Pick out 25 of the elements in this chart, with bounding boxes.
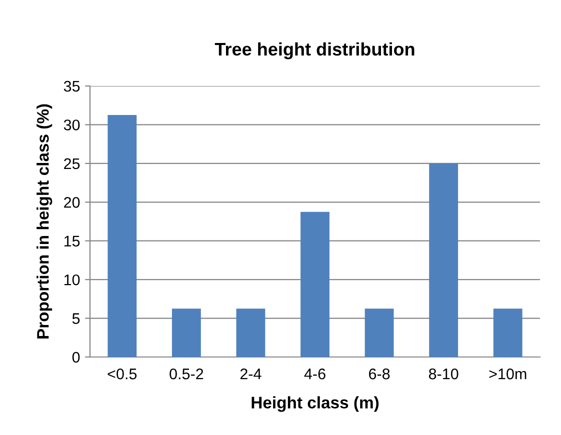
bar — [429, 163, 458, 357]
y-tick-label: 20 — [64, 197, 80, 208]
bar — [172, 308, 201, 357]
y-tick-label: 5 — [72, 313, 80, 324]
x-tick-label: <0.5 — [108, 368, 137, 380]
y-tick-label: 15 — [64, 236, 80, 247]
x-tick-label: >10m — [489, 368, 526, 380]
bar — [236, 308, 266, 357]
y-tick-label: 25 — [64, 158, 80, 170]
x-tick-label: 4-6 — [304, 368, 326, 380]
x-tick-label: 6-8 — [369, 368, 390, 380]
bar — [493, 308, 522, 357]
x-tick-label: 8-10 — [428, 368, 458, 380]
chart-title: Tree height distribution — [214, 42, 414, 60]
x-tick-label: 0.5-2 — [170, 368, 204, 380]
bar — [300, 212, 330, 357]
y-axis-title: Proportion in height class (%) — [36, 104, 52, 338]
y-tick-label: 0 — [72, 352, 80, 363]
x-axis-title: Height class (m) — [252, 396, 379, 412]
y-tick-label: 30 — [64, 120, 80, 130]
y-tick-label: 10 — [64, 274, 80, 286]
bar — [108, 115, 137, 357]
bar — [364, 308, 394, 357]
x-tick-label: 2-4 — [240, 368, 262, 380]
y-tick-label: 35 — [64, 80, 80, 92]
